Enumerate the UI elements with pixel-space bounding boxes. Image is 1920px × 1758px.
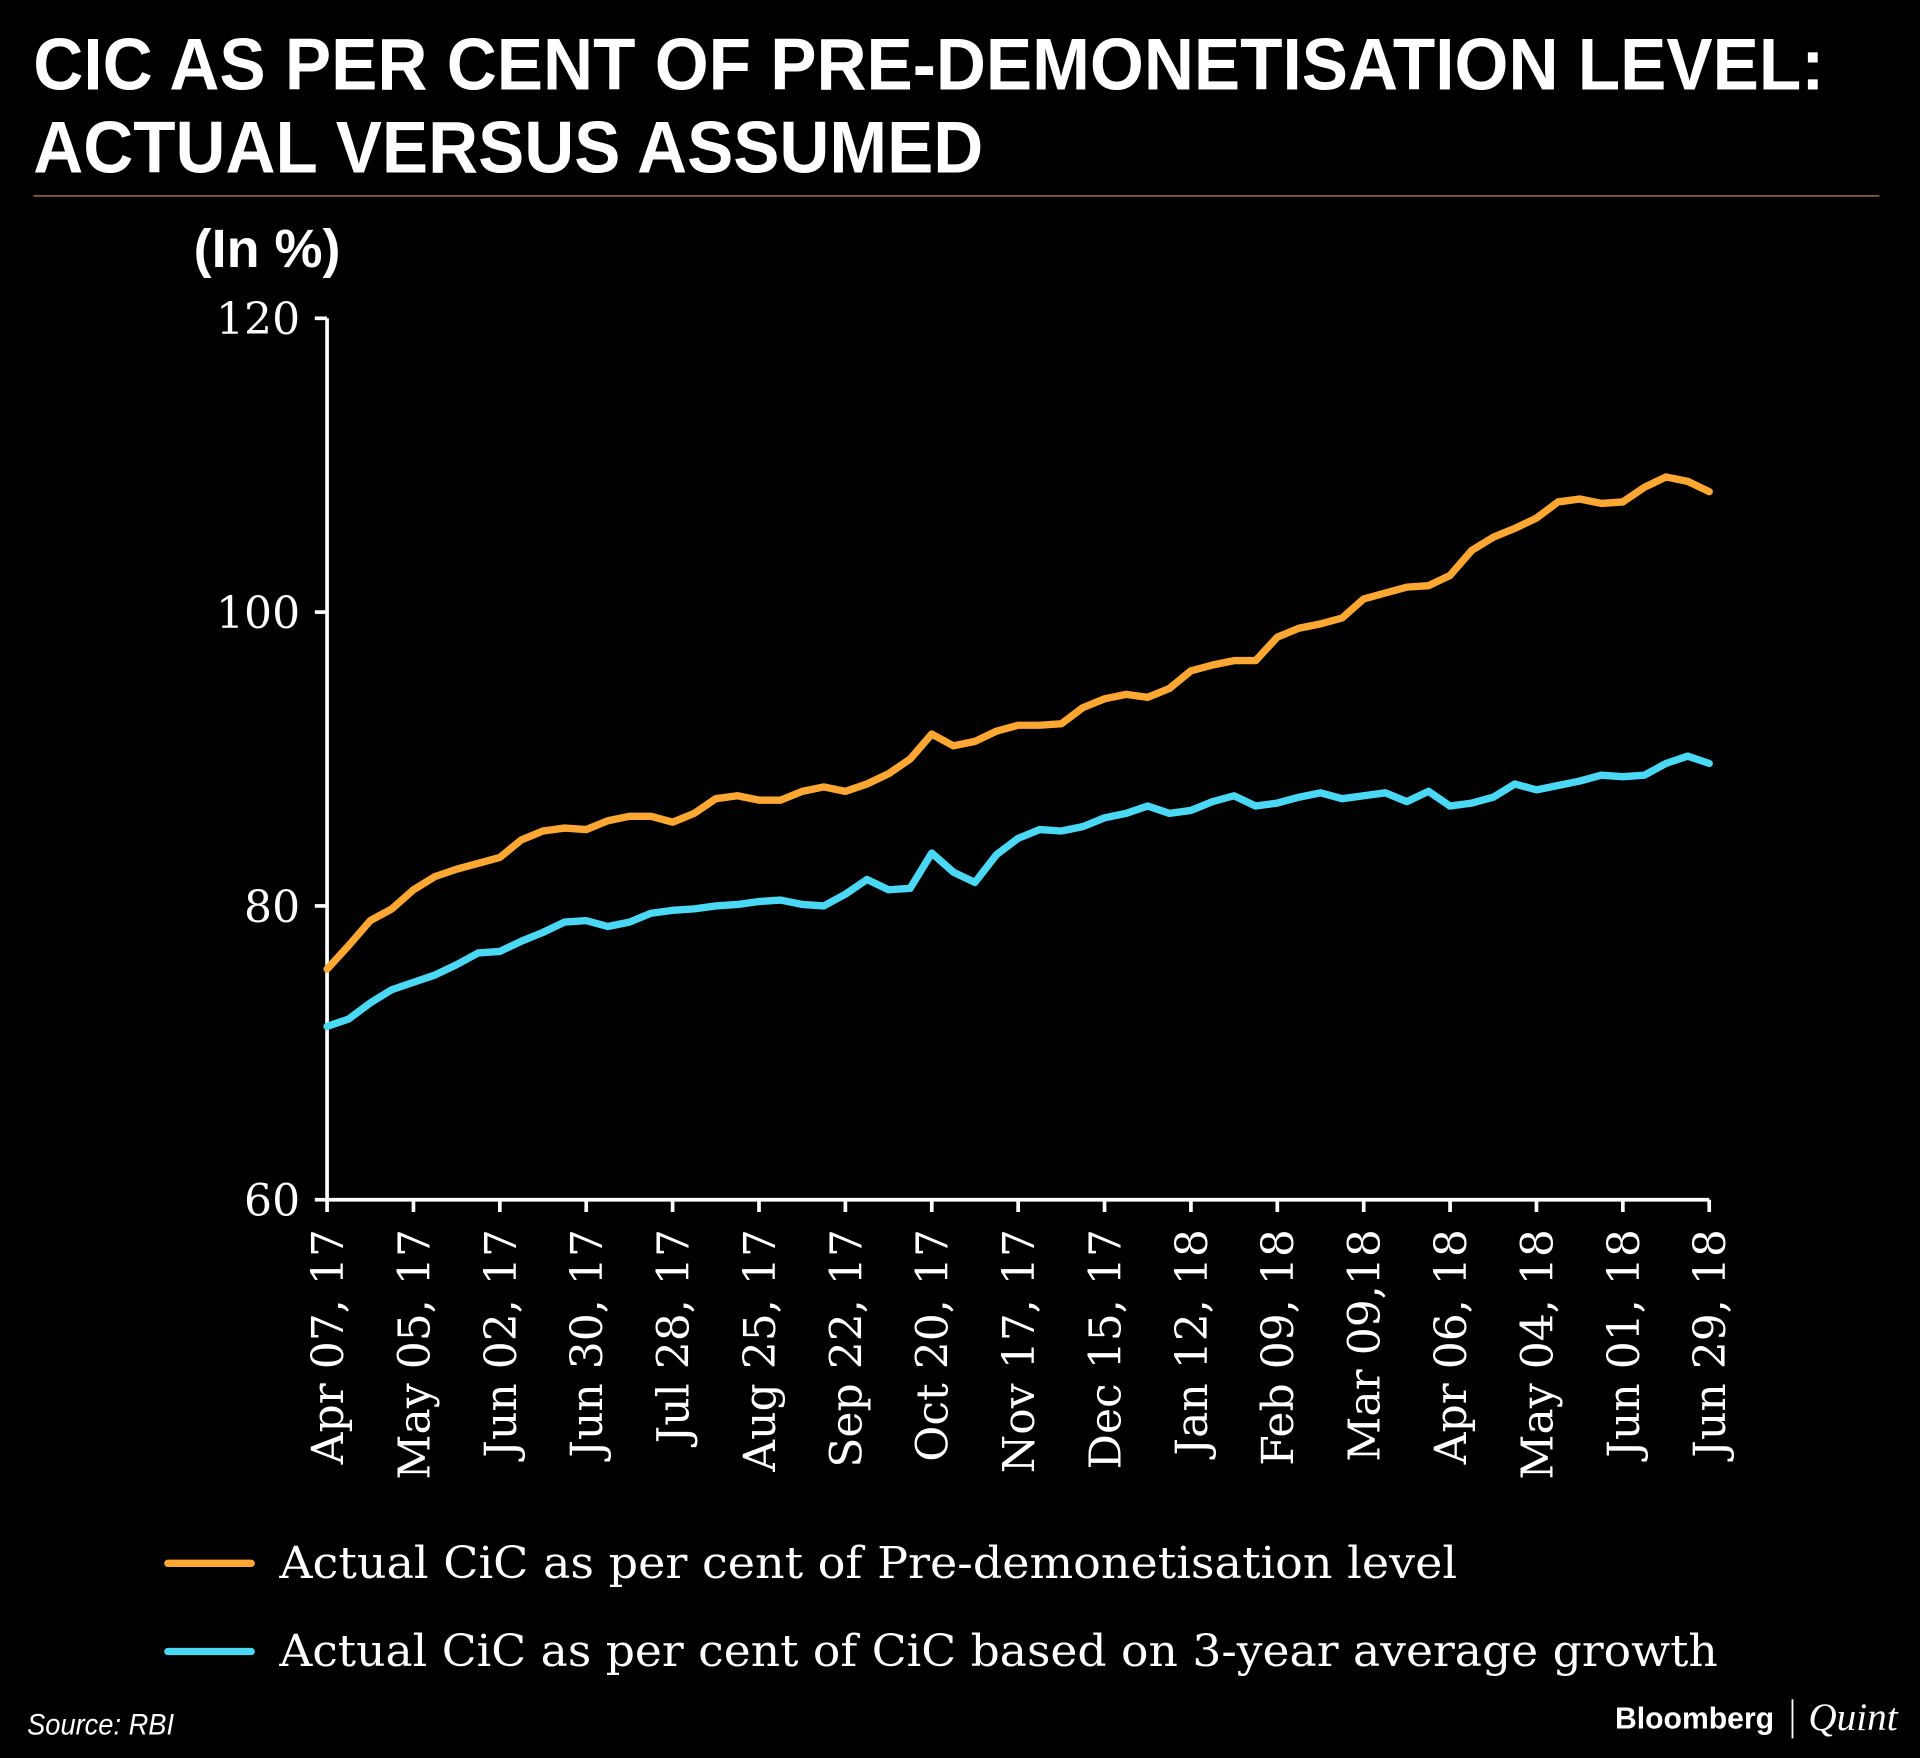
x-tick-label: Apr 07, 17 <box>303 1229 354 1465</box>
y-tick-label: 60 <box>244 1176 300 1227</box>
brand-primary: Bloomberg <box>1615 1702 1774 1736</box>
x-tick-label: Jun 30, 17 <box>562 1229 613 1462</box>
x-tick-label: Jun 01, 18 <box>1599 1229 1650 1462</box>
x-tick-label: Dec 15, 17 <box>1080 1229 1131 1469</box>
y-tick-label: 80 <box>244 882 300 933</box>
x-tick-label: Jan 12, 18 <box>1167 1229 1218 1459</box>
legend-label-assumed: Actual CiC as per cent of CiC based on 3… <box>278 1626 1718 1677</box>
y-axis-unit-label: (In %) <box>194 219 341 279</box>
x-tick-label: Oct 20, 17 <box>908 1229 959 1462</box>
series-line-assumed <box>323 752 1713 1031</box>
x-tick-label: Aug 25, 17 <box>735 1229 786 1473</box>
y-tick-label: 120 <box>216 294 300 345</box>
x-tick-labels: Apr 07, 17 May 05, 17 Jun 02, 17 Jun 30, 17… <box>303 1229 1736 1479</box>
x-tick-label: Mar 09,18 <box>1340 1229 1391 1462</box>
x-tick-label: Jul 28, 17 <box>649 1229 700 1447</box>
y-tick-label: 100 <box>216 588 300 639</box>
brand-secondary: Quint <box>1808 1696 1898 1739</box>
x-tick-label: Apr 06, 18 <box>1426 1229 1477 1465</box>
brand-logo: Bloomberg Quint <box>1615 1696 1899 1739</box>
legend-label-actual: Actual CiC as per cent of Pre-demonetisa… <box>278 1538 1457 1589</box>
chart-title-line-2: ACTUAL VERSUS ASSUMED <box>33 107 983 189</box>
x-tick-label: Jun 02, 17 <box>476 1229 527 1462</box>
x-tick-label: Nov 17, 17 <box>994 1229 1045 1473</box>
series-group <box>323 473 1713 1031</box>
chart-title-line-1: CIC AS PER CENT OF PRE-DEMONETISATION LE… <box>33 23 1824 105</box>
x-tick-label: May 05, 17 <box>389 1229 440 1479</box>
x-tick-label: Feb 09, 18 <box>1253 1229 1304 1466</box>
source-note: Source: RBI <box>27 1709 174 1742</box>
x-tick-label: Sep 22, 17 <box>821 1229 872 1468</box>
series-line-actual <box>323 473 1713 973</box>
legend: Actual CiC as per cent of Pre-demonetisa… <box>164 1538 1718 1677</box>
x-tick-label: Jun 29, 18 <box>1685 1229 1736 1462</box>
x-tick-label: May 04, 18 <box>1512 1229 1563 1479</box>
axes: 60 80 100 120 <box>216 294 1712 1227</box>
